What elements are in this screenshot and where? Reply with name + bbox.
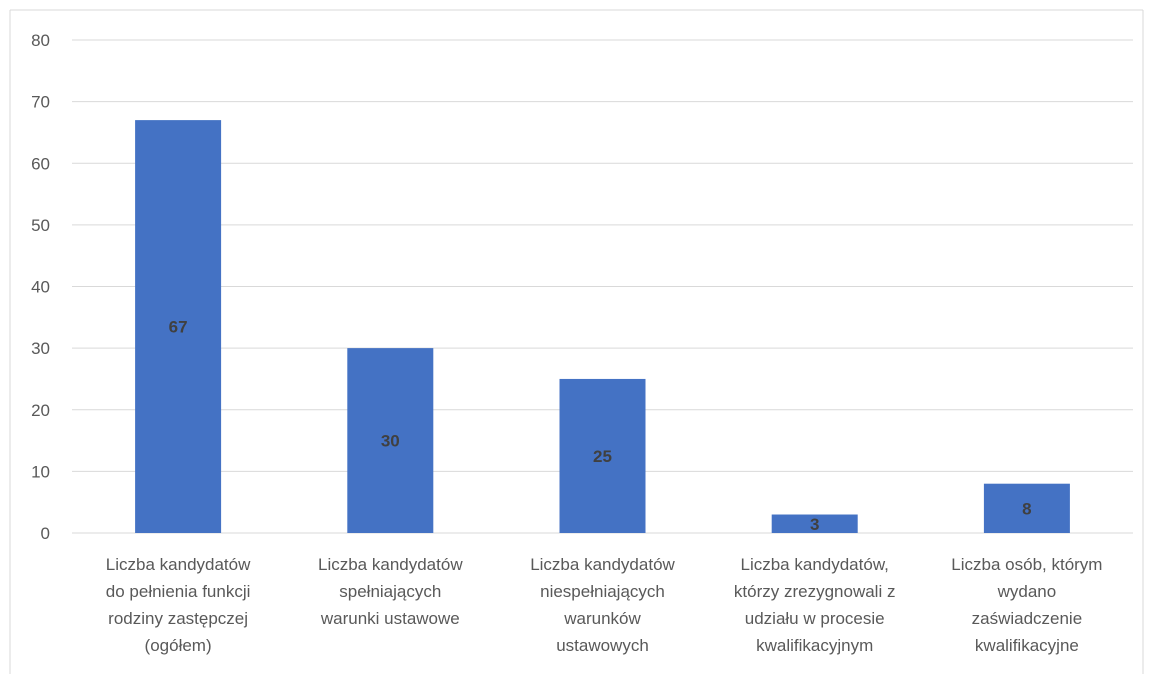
category-label-line: kwalifikacyjne (975, 636, 1079, 655)
y-tick-label: 20 (31, 401, 50, 420)
bar (983, 483, 1070, 533)
y-tick-label: 70 (31, 93, 50, 112)
category-label: Liczba kandydatów do pełnienia funkcji rod… (106, 555, 251, 655)
y-tick-label: 80 (31, 31, 50, 50)
y-tick-label: 40 (31, 278, 50, 297)
category-label-line: Liczba kandydatów (106, 555, 251, 574)
data-label: 67 (169, 318, 188, 337)
category-label-line: kwalifikacyjnym (756, 636, 873, 655)
bar (347, 348, 434, 533)
data-label: 30 (381, 432, 400, 451)
category-label: Liczba kandydatów spełniających warunki us… (318, 555, 463, 628)
category-label-line: Liczba kandydatów (530, 555, 675, 574)
category-label-line: zaświadczenie (972, 609, 1083, 628)
bar (771, 514, 858, 533)
category-label-line: rodziny zastępczej (108, 609, 248, 628)
y-tick-label: 60 (31, 154, 50, 173)
category-label-line: niespełniających (540, 582, 665, 601)
y-axis-tick-labels: 0 10 20 30 40 50 60 70 80 (31, 31, 50, 543)
category-label-line: ustawowych (556, 636, 649, 655)
data-labels: 67 30 25 3 8 (169, 318, 1032, 534)
y-tick-label: 10 (31, 462, 50, 481)
category-label-line: Liczba kandydatów, (741, 555, 889, 574)
category-label-line: warunków (563, 609, 641, 628)
bar (135, 120, 222, 534)
category-label-line: którzy zrezygnowali z (734, 582, 896, 601)
category-label: Liczba kandydatów niespełniających warunkó… (530, 555, 675, 655)
bars (135, 120, 1070, 534)
data-label: 25 (593, 447, 612, 466)
chart-frame (9, 9, 1144, 674)
bar (559, 378, 646, 533)
category-label-line: udziału w procesie (745, 609, 885, 628)
data-label: 3 (810, 515, 819, 534)
category-label-line: (ogółem) (145, 636, 212, 655)
category-label-line: do pełnienia funkcji (106, 582, 251, 601)
y-tick-label: 30 (31, 339, 50, 358)
y-tick-label: 50 (31, 216, 50, 235)
category-labels: Liczba kandydatów do pełnienia funkcji rod… (106, 555, 1103, 655)
data-label: 8 (1022, 499, 1031, 518)
category-label: Liczba osób, którym wydano zaświadczenie kw… (951, 555, 1102, 655)
y-tick-label: 0 (41, 524, 50, 543)
category-label-line: wydano (997, 582, 1057, 601)
category-label-line: spełniających (339, 582, 441, 601)
category-label: Liczba kandydatów, którzy zrezygnowali z u… (734, 555, 896, 655)
category-label-line: Liczba kandydatów (318, 555, 463, 574)
category-label-line: Liczba osób, którym (951, 555, 1102, 574)
category-label-line: warunki ustawowe (320, 609, 460, 628)
